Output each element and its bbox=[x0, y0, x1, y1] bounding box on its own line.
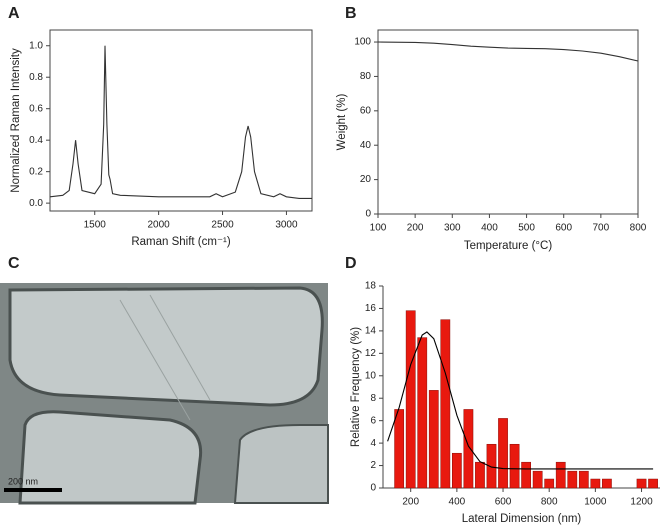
x-tick-label: 800 bbox=[541, 497, 558, 508]
bar bbox=[428, 390, 439, 489]
tem-image: 200 nm bbox=[0, 283, 329, 505]
y-tick-label: 0.4 bbox=[29, 135, 43, 146]
x-tick-label: 100 bbox=[370, 223, 387, 234]
x-tick-label: 800 bbox=[630, 223, 647, 234]
y-tick-label: 1.0 bbox=[29, 40, 43, 51]
plot-frame bbox=[377, 29, 639, 215]
panel-label: D bbox=[345, 255, 357, 272]
y-tick-label: 0 bbox=[370, 483, 376, 494]
bar bbox=[394, 409, 405, 489]
panel-label: B bbox=[345, 5, 357, 22]
scale-bar bbox=[4, 488, 62, 492]
y-axis-title: Relative Frequency (%) bbox=[350, 327, 362, 447]
panel-label: C bbox=[8, 255, 20, 272]
x-tick-label: 500 bbox=[518, 223, 535, 234]
data-line bbox=[377, 41, 639, 62]
x-tick-label: 1500 bbox=[84, 220, 107, 231]
bar bbox=[521, 461, 531, 489]
x-tick-label: 300 bbox=[444, 223, 461, 234]
bar bbox=[417, 337, 428, 489]
y-tick-label: 4 bbox=[370, 438, 376, 449]
x-tick-label: 1000 bbox=[584, 497, 607, 508]
x-tick-label: 600 bbox=[555, 223, 572, 234]
y-tick-label: 0.0 bbox=[29, 198, 43, 209]
y-tick-label: 0 bbox=[365, 209, 371, 220]
y-tick-label: 0.6 bbox=[29, 103, 43, 114]
y-tick-label: 16 bbox=[365, 303, 377, 314]
bar bbox=[475, 461, 485, 489]
tem-hole bbox=[8, 286, 324, 407]
scale-bar-label: 200 nm bbox=[8, 476, 38, 486]
x-axis-title: Raman Shift (cm⁻¹) bbox=[131, 236, 231, 248]
x-tick-label: 200 bbox=[407, 223, 424, 234]
panel-label: A bbox=[8, 5, 20, 22]
y-tick-label: 2 bbox=[370, 460, 376, 471]
bar bbox=[636, 478, 647, 489]
bar bbox=[486, 443, 497, 489]
y-axis-title: Weight (%) bbox=[336, 94, 348, 151]
x-tick-label: 700 bbox=[593, 223, 610, 234]
y-tick-label: 80 bbox=[360, 71, 372, 82]
bar bbox=[463, 409, 474, 489]
y-axis-title: Normalized Raman Intensity bbox=[10, 48, 22, 193]
y-tick-label: 10 bbox=[365, 370, 377, 381]
bar bbox=[452, 452, 462, 489]
bar bbox=[440, 319, 451, 489]
y-tick-label: 40 bbox=[360, 140, 372, 151]
data-line bbox=[49, 45, 312, 199]
y-tick-label: 20 bbox=[360, 174, 372, 185]
plot-frame bbox=[49, 29, 313, 212]
tem-hole bbox=[18, 410, 203, 505]
bar bbox=[498, 418, 508, 489]
y-tick-label: 8 bbox=[370, 393, 376, 404]
bar bbox=[578, 470, 589, 489]
x-axis-title: Lateral Dimension (nm) bbox=[462, 513, 582, 525]
bar bbox=[509, 443, 520, 489]
y-tick-label: 100 bbox=[354, 37, 371, 48]
tem-flake bbox=[119, 294, 211, 421]
bar bbox=[648, 478, 658, 489]
y-tick-label: 18 bbox=[365, 281, 377, 292]
x-tick-label: 600 bbox=[495, 497, 512, 508]
fit-curve bbox=[387, 331, 654, 470]
bar bbox=[590, 478, 601, 489]
y-tick-label: 0.2 bbox=[29, 166, 43, 177]
y-tick-label: 0.8 bbox=[29, 72, 43, 83]
y-tick-label: 60 bbox=[360, 105, 372, 116]
tem-hole bbox=[233, 424, 329, 504]
x-tick-label: 200 bbox=[402, 497, 419, 508]
x-axis-title: Temperature (°C) bbox=[464, 240, 552, 252]
bar bbox=[544, 478, 555, 489]
bar bbox=[405, 310, 416, 489]
bar bbox=[555, 461, 566, 489]
y-tick-label: 14 bbox=[365, 326, 377, 337]
x-tick-label: 2000 bbox=[148, 220, 171, 231]
bar bbox=[602, 478, 612, 489]
y-tick-label: 12 bbox=[365, 348, 377, 359]
y-tick-label: 6 bbox=[370, 415, 376, 426]
x-tick-label: 3000 bbox=[275, 220, 298, 231]
x-tick-label: 2500 bbox=[211, 220, 234, 231]
x-tick-label: 400 bbox=[481, 223, 498, 234]
x-tick-label: 400 bbox=[449, 497, 466, 508]
x-tick-label: 1200 bbox=[630, 497, 653, 508]
bar bbox=[567, 470, 578, 489]
bar bbox=[532, 470, 543, 489]
